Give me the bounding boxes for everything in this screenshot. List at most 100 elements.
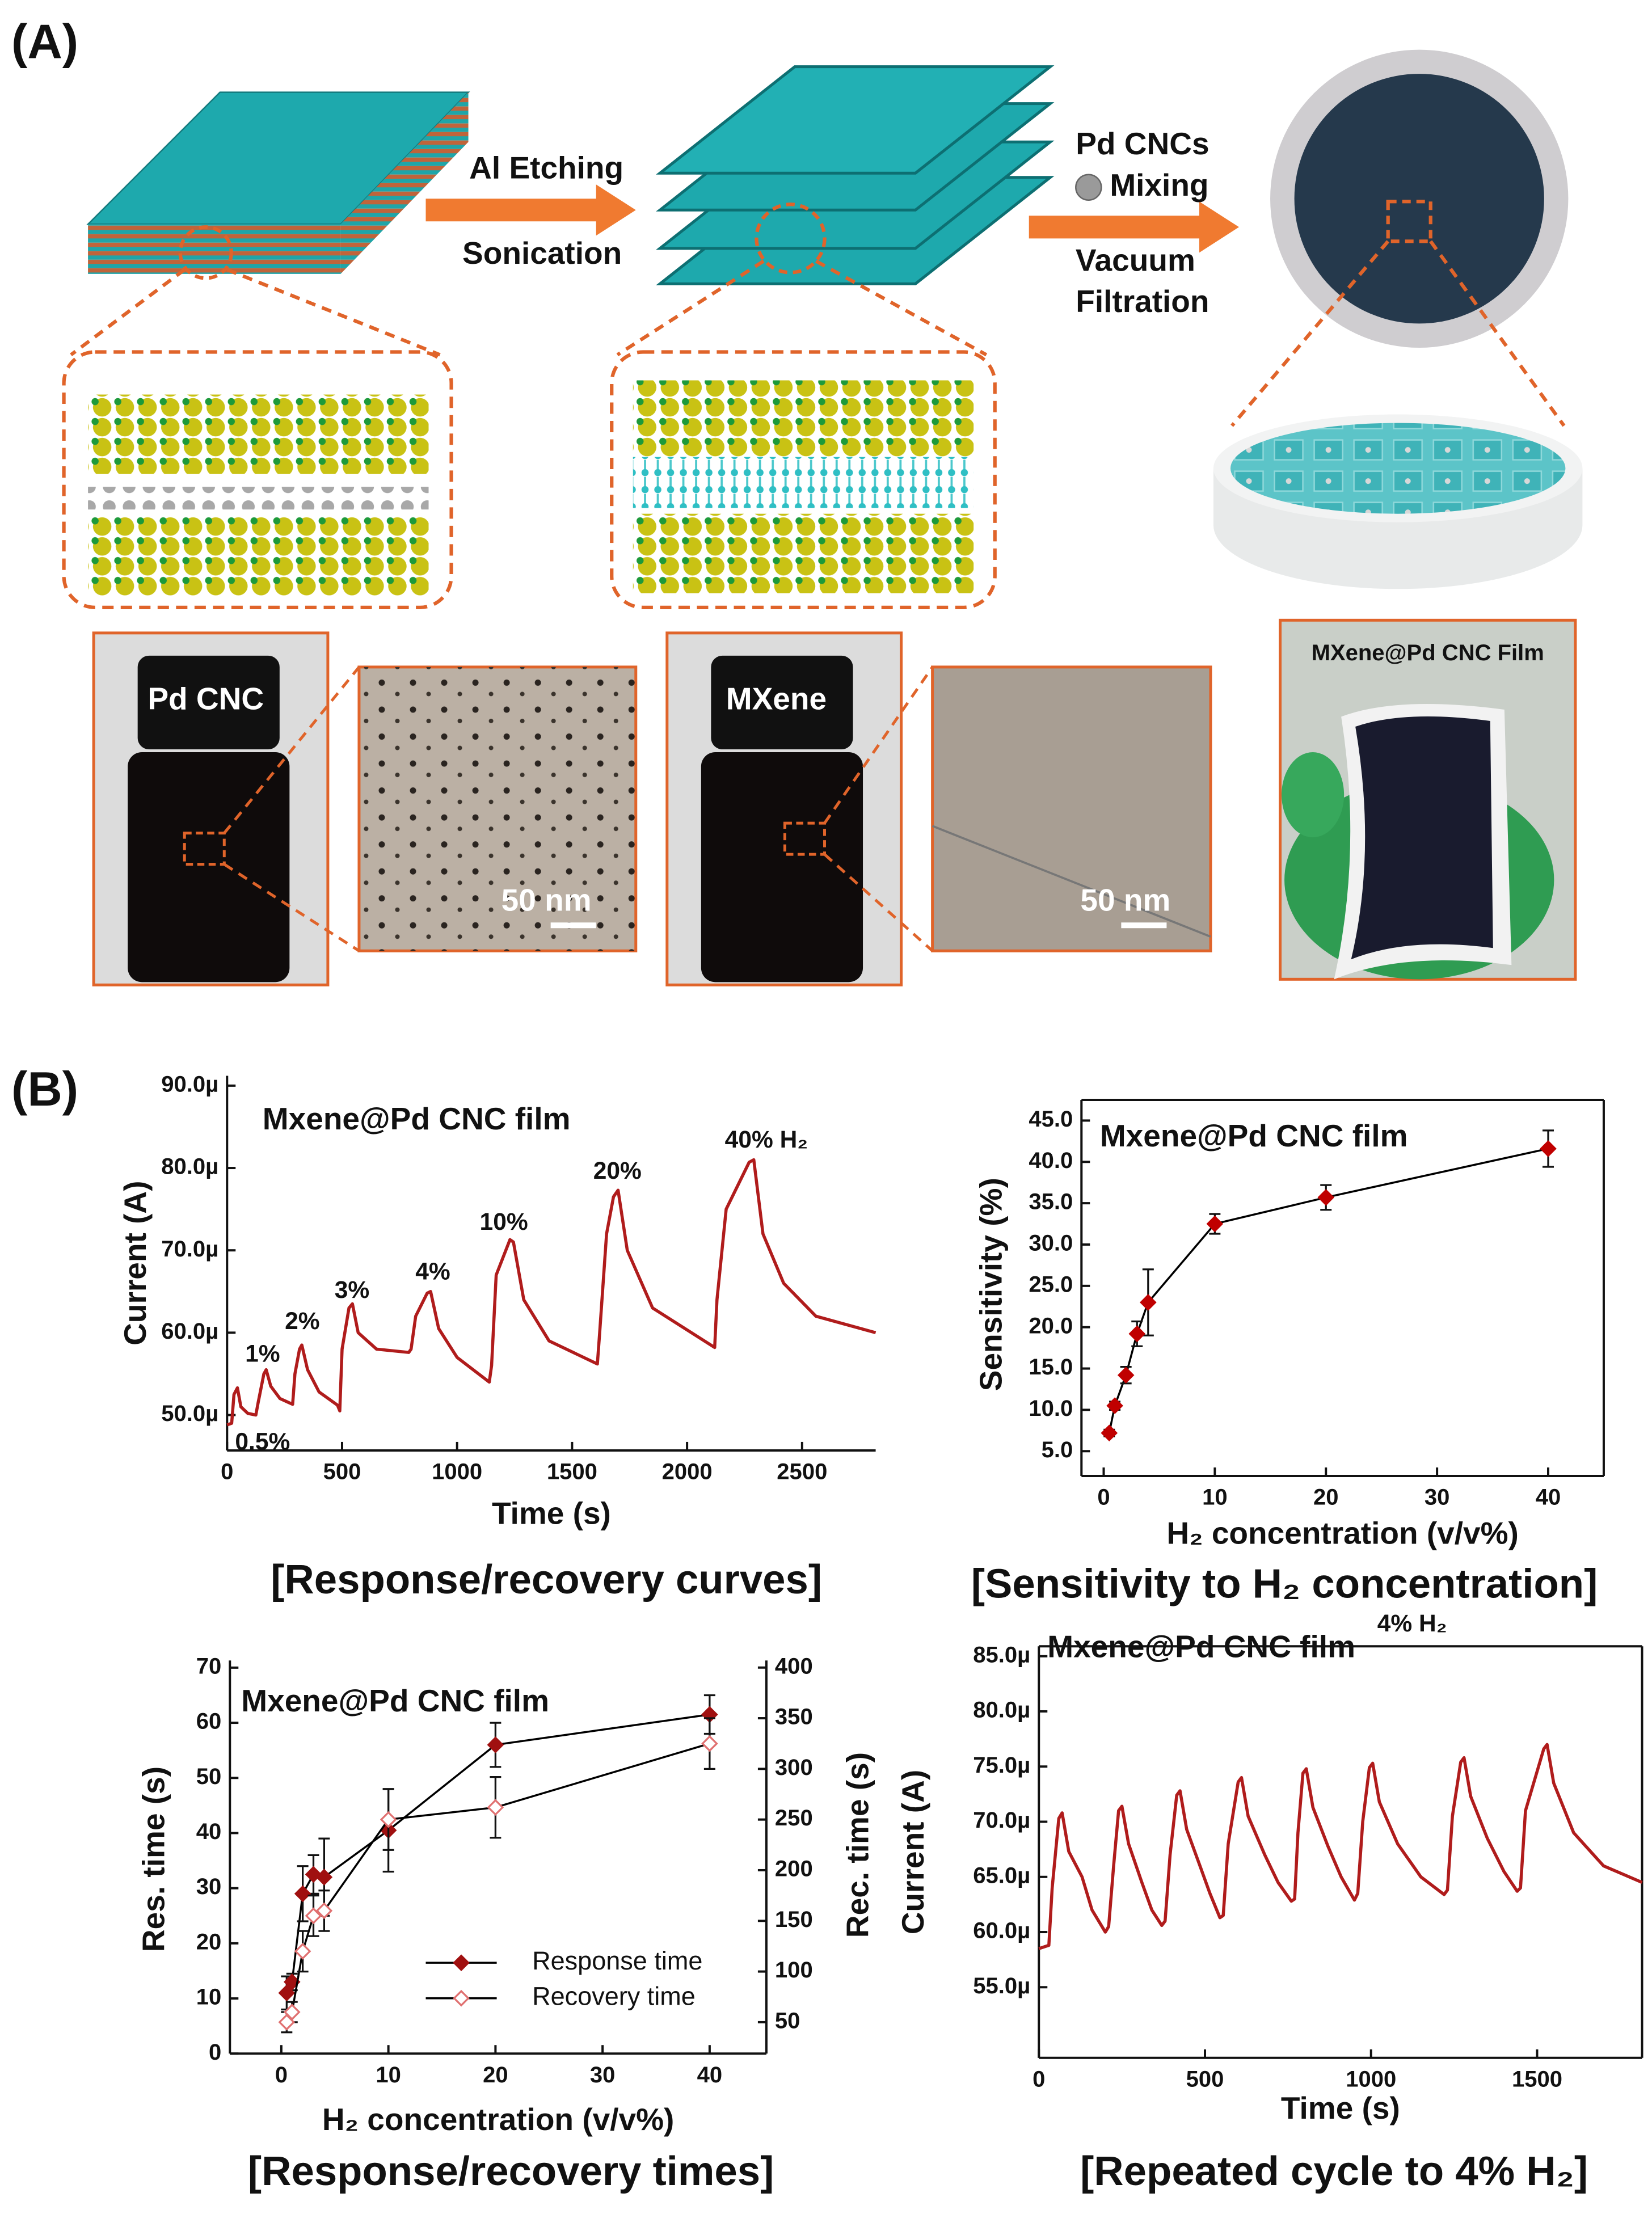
y-axis-label: Current (A) bbox=[117, 1181, 153, 1346]
scale-bar-label: 50 nm bbox=[502, 883, 592, 918]
caption: [Response/recovery curves] bbox=[271, 1557, 822, 1602]
scale-bar-label: 50 nm bbox=[1080, 883, 1170, 918]
y2-tick-label: 250 bbox=[775, 1806, 813, 1831]
arrow bbox=[425, 184, 636, 236]
data-point bbox=[1140, 1294, 1157, 1311]
data-point bbox=[1128, 1325, 1146, 1343]
y-tick-label: 0 bbox=[209, 2040, 221, 2065]
x-tick-label: 1000 bbox=[1346, 2066, 1396, 2091]
data-point bbox=[1101, 1424, 1118, 1442]
y-tick-label: 50.0µ bbox=[161, 1401, 218, 1426]
nanocube-icon bbox=[1075, 174, 1102, 201]
data-point bbox=[380, 1811, 397, 1828]
data-point bbox=[487, 1799, 504, 1816]
legend-marker bbox=[453, 1954, 470, 1971]
step-label: Vacuum bbox=[1076, 242, 1195, 277]
y-axis-label: Current (A) bbox=[895, 1770, 930, 1934]
y-tick-label: 20.0 bbox=[1029, 1313, 1073, 1338]
x-axis-label: H₂ concentration (v/v%) bbox=[1166, 1516, 1519, 1551]
photo-label: MXene@Pd CNC Film bbox=[1312, 640, 1544, 665]
photo-pd-cnc bbox=[92, 631, 638, 986]
y2-axis-label: Rec. time (s) bbox=[840, 1752, 875, 1938]
caption: [Repeated cycle to 4% H₂] bbox=[1080, 2148, 1588, 2194]
x-tick-label: 40 bbox=[697, 2063, 723, 2087]
photo-film bbox=[1279, 618, 1577, 981]
x-tick-label: 2500 bbox=[777, 1460, 827, 1484]
x-tick-label: 500 bbox=[1186, 2066, 1224, 2091]
y2-tick-label: 100 bbox=[775, 1958, 813, 1983]
data-point bbox=[701, 1735, 718, 1752]
x-tick-label: 0 bbox=[1032, 2066, 1045, 2091]
legend-marker bbox=[453, 1989, 470, 2007]
y-tick-label: 70.0µ bbox=[161, 1237, 218, 1262]
y-tick-label: 70 bbox=[196, 1654, 222, 1678]
y2-tick-label: 200 bbox=[775, 1857, 813, 1882]
panel-label: (B) bbox=[11, 1062, 78, 1116]
data-point bbox=[283, 2004, 301, 2021]
y-tick-label: 10 bbox=[196, 1985, 222, 2010]
x-tick-label: 1000 bbox=[432, 1460, 482, 1484]
annotation: 0.5% bbox=[235, 1428, 290, 1456]
x-tick-label: 30 bbox=[590, 2063, 616, 2087]
y-tick-label: 75.0µ bbox=[973, 1753, 1030, 1778]
x-tick-label: 10 bbox=[376, 2063, 401, 2087]
x-tick-label: 10 bbox=[1202, 1485, 1228, 1510]
step-label: Mixing bbox=[1110, 167, 1208, 203]
data-point bbox=[315, 1902, 333, 1920]
chart-title: Mxene@Pd CNC film bbox=[1047, 1629, 1355, 1664]
x-tick-label: 20 bbox=[1313, 1485, 1339, 1510]
y-tick-label: 60.0µ bbox=[161, 1319, 218, 1344]
chart-title: Mxene@Pd CNC film bbox=[263, 1101, 571, 1136]
chart-title: Mxene@Pd CNC film bbox=[241, 1683, 549, 1718]
y-tick-label: 60 bbox=[196, 1709, 222, 1734]
x-tick-label: 20 bbox=[483, 2063, 508, 2087]
data-point bbox=[1117, 1367, 1135, 1384]
annotation: 10% bbox=[480, 1208, 528, 1235]
legend-label: Recovery time bbox=[532, 1982, 696, 2011]
data-point bbox=[1317, 1189, 1335, 1206]
y-tick-label: 25.0 bbox=[1029, 1272, 1073, 1297]
x-axis-label: H₂ concentration (v/v%) bbox=[322, 2102, 675, 2137]
annotation: 20% bbox=[593, 1157, 642, 1184]
x-tick-label: 30 bbox=[1425, 1485, 1450, 1510]
annotation: 1% bbox=[245, 1340, 280, 1368]
data-point bbox=[1540, 1140, 1557, 1157]
x-tick-label: 0 bbox=[1097, 1485, 1110, 1510]
annotation: 40% H₂ bbox=[725, 1126, 808, 1153]
annotation: 3% bbox=[335, 1276, 369, 1304]
data-line bbox=[226, 1158, 876, 1427]
photo-mxene bbox=[665, 631, 1212, 986]
y-tick-label: 70.0µ bbox=[973, 1808, 1030, 1833]
y2-tick-label: 350 bbox=[775, 1705, 813, 1730]
annotation: 2% bbox=[285, 1308, 319, 1335]
x-tick-label: 1500 bbox=[547, 1460, 597, 1484]
y2-tick-label: 150 bbox=[775, 1907, 813, 1932]
y-tick-label: 80.0µ bbox=[973, 1698, 1030, 1723]
y-tick-label: 85.0µ bbox=[973, 1642, 1030, 1667]
annotation: 4% H₂ bbox=[1377, 1610, 1447, 1637]
data-point bbox=[315, 1869, 333, 1886]
step-label: Pd CNCs bbox=[1076, 126, 1209, 161]
caption: [Sensitivity to H₂ concentration] bbox=[971, 1561, 1598, 1606]
arrow bbox=[1029, 201, 1239, 253]
data-point bbox=[294, 1885, 311, 1903]
y-tick-label: 30 bbox=[196, 1874, 222, 1899]
y2-tick-label: 300 bbox=[775, 1755, 813, 1780]
data-line bbox=[285, 1743, 710, 2023]
annotation: 4% bbox=[415, 1258, 450, 1285]
y-tick-label: 15.0 bbox=[1029, 1355, 1073, 1380]
y-tick-label: 20 bbox=[196, 1929, 222, 1954]
data-point bbox=[278, 1984, 296, 2002]
y-tick-label: 35.0 bbox=[1029, 1190, 1073, 1214]
y-tick-label: 80.0µ bbox=[161, 1154, 218, 1179]
legend-label: Response time bbox=[532, 1946, 702, 1975]
data-point bbox=[1106, 1397, 1123, 1414]
y-tick-label: 90.0µ bbox=[161, 1072, 218, 1096]
y-tick-label: 30.0 bbox=[1029, 1231, 1073, 1256]
step-label: Sonication bbox=[462, 235, 622, 271]
x-axis-label: Time (s) bbox=[1281, 2090, 1400, 2125]
x-tick-label: 0 bbox=[221, 1460, 233, 1484]
y-axis-label: Res. time (s) bbox=[136, 1766, 171, 1952]
